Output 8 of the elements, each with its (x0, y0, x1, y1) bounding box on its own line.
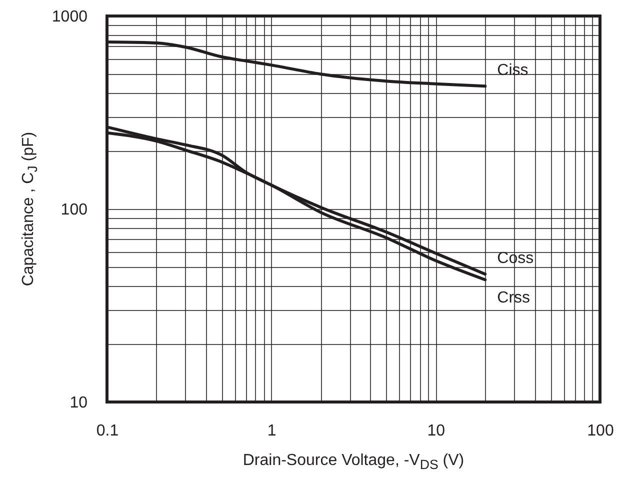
x-tick-label: 1 (267, 422, 276, 440)
y-tick-label: 100 (60, 202, 88, 218)
x-tick-label: 10 (427, 422, 446, 440)
y-tick-label: 10 (70, 394, 88, 412)
x-tick-label: 0.1 (96, 422, 119, 440)
x-tick-label: 100 (587, 422, 614, 440)
y-tick-label: 1000 (52, 8, 88, 26)
x-axis-title: Drain-Source Voltage, -V$_{DS}$ (V) (242, 452, 466, 472)
